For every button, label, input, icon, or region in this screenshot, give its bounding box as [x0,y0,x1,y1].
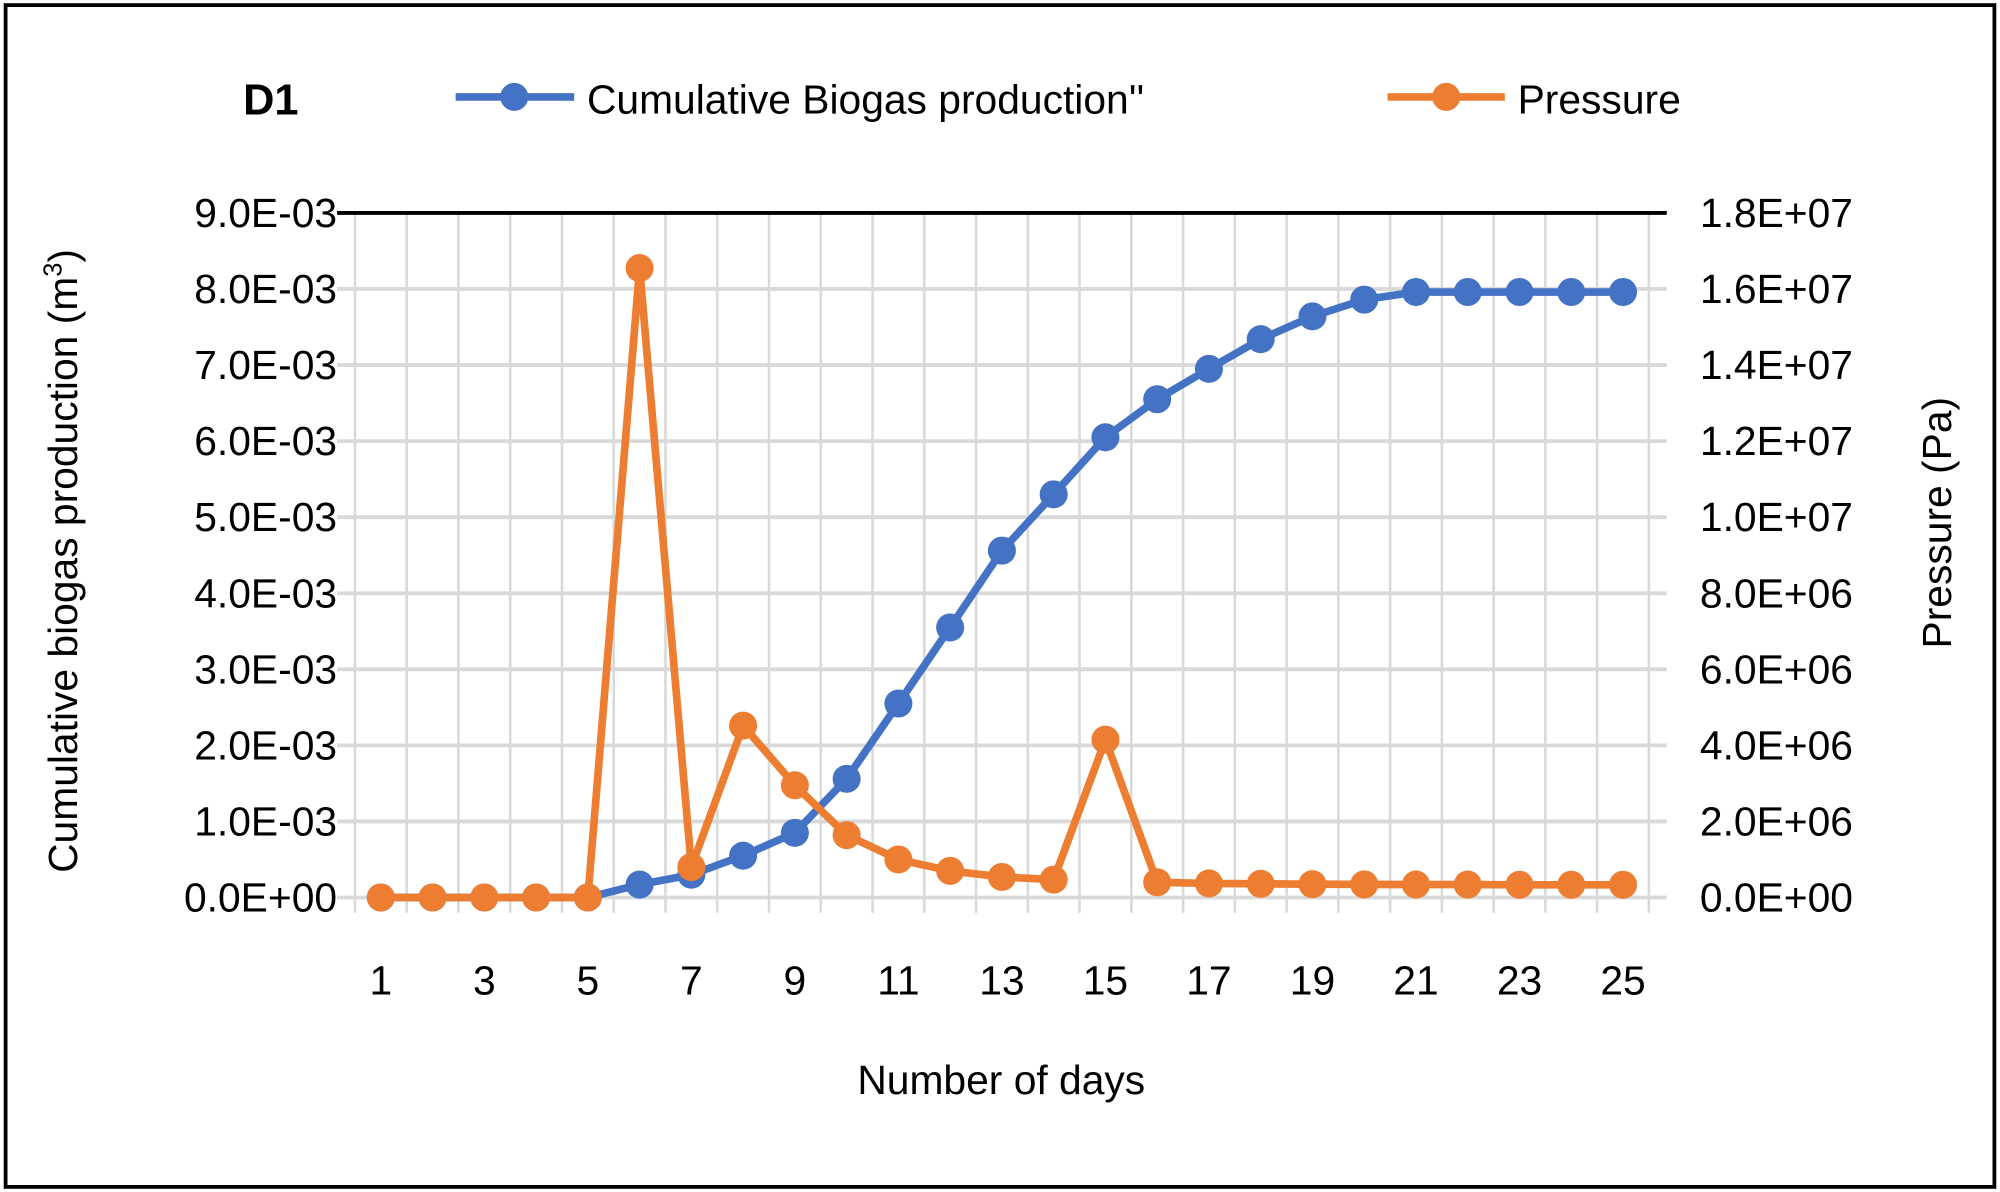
y-left-tick-label: 9.0E-03 [194,190,337,236]
y-right-tick-label: 6.0E+06 [1700,646,1853,692]
pressure-series-point [832,821,861,850]
y-right-tick-label: 1.8E+07 [1700,190,1853,236]
biogas-series-point [625,870,654,899]
y-left-tick-label: 1.0E-03 [194,798,337,844]
pressure-series-point [522,883,551,912]
biogas-series-point [1505,277,1534,307]
y-right-tick-label: 4.0E+06 [1700,722,1853,768]
y-axis-left-title: Cumulative biogas production (m3) [40,249,86,873]
chart-title: D1 [243,77,298,125]
chart-border [3,3,1997,1189]
pressure-series-point [366,883,395,912]
pressure-series-point [1557,870,1586,899]
pressure-series-point [987,862,1016,891]
y-right-tick-label: 1.6E+07 [1700,266,1853,312]
pressure-series-point [936,856,965,885]
biogas-series-point [1091,423,1120,452]
biogas-series-point [1453,277,1482,307]
y-left-tick-label: 7.0E-03 [194,342,337,388]
biogas-series-point [1143,385,1172,414]
y-left-tick-label: 0.0E+00 [184,875,337,921]
x-tick-label: 11 [877,957,919,1003]
biogas-series-point [1194,354,1223,383]
y-right-tick-label: 2.0E+06 [1700,798,1853,844]
x-tick-label: 13 [979,957,1024,1003]
pressure-series-point [729,711,758,740]
y-left-tick-label: 3.0E-03 [194,646,337,692]
y-axis-right-title: Pressure (Pa) [1914,397,1960,649]
y-left-tick-label: 4.0E-03 [194,570,337,616]
series-layer [366,254,1638,912]
biogas-series-point [1609,277,1638,307]
pressure-series-point [780,771,809,800]
biogas-series-point [987,536,1016,565]
pressure-series-point [1505,870,1534,899]
legend: Cumulative Biogas production'' Pressure [455,76,1681,122]
x-tick-label: 21 [1393,957,1438,1003]
pressure-series-point [884,845,913,874]
x-tick-label: 25 [1600,957,1645,1003]
biogas-series-point [1246,325,1275,354]
y-left-tick-label: 2.0E-03 [194,722,337,768]
biogas-series-point [1350,285,1379,314]
legend-marker-biogas [500,82,529,111]
biogas-series-point [1298,302,1327,331]
x-tick-label: 19 [1290,957,1335,1003]
pressure-series-point [1298,870,1327,899]
y-left-tick-label: 6.0E-03 [194,418,337,464]
pressure-series-point [1246,869,1275,898]
x-tick-label: 1 [369,957,392,1003]
biogas-series-point [884,689,913,718]
biogas-series-point [936,613,965,642]
pressure-series [366,254,1638,912]
y-right-tick-label: 0.0E+00 [1700,875,1853,921]
pressure-series-point [1039,865,1068,894]
legend-marker-pressure [1432,82,1461,111]
pressure-series-point [1401,870,1431,899]
legend-label-biogas: Cumulative Biogas production'' [587,76,1144,122]
x-tick-label: 15 [1083,957,1128,1003]
y-left-tick-label: 8.0E-03 [194,266,337,312]
pressure-series-point [1091,725,1120,754]
y-right-tick-label: 1.0E+07 [1700,494,1853,540]
pressure-series-point [1143,868,1172,897]
biogas-series-point [729,841,758,870]
x-tick-label: 5 [576,957,599,1003]
tick-labels: 0.0E+00 0.0E+00 1.0E-03 2.0E+06 2.0E-03 4.0E+… [184,190,1853,1003]
x-axis-title: Number of days [857,1057,1145,1103]
pressure-series-point [573,883,602,912]
y-right-tick-label: 1.4E+07 [1700,342,1853,388]
biogas-series-point [1039,480,1068,509]
biogas-series-point [832,764,861,793]
y-left-tick-label: 5.0E-03 [194,494,337,540]
x-tick-label: 7 [680,957,703,1003]
biogas-series-point [1557,277,1586,307]
pressure-series-point [625,254,654,283]
x-tick-label: 9 [784,957,807,1003]
pressure-series-point [418,883,447,912]
y-right-tick-label: 1.2E+07 [1700,418,1853,464]
pressure-series-point [1194,869,1223,898]
y-right-tick-label: 8.0E+06 [1700,570,1853,616]
pressure-series-point [1453,870,1482,899]
pressure-series-point [470,883,499,912]
pressure-series-point [1350,870,1379,899]
pressure-series-point [1609,870,1638,899]
x-tick-label: 3 [473,957,496,1003]
pressure-series-point [677,853,706,882]
x-tick-label: 17 [1186,957,1231,1003]
legend-label-pressure: Pressure [1518,76,1681,122]
biogas-series-point [780,818,809,847]
biogas-series-point [1401,277,1431,307]
x-tick-label: 23 [1497,957,1542,1003]
